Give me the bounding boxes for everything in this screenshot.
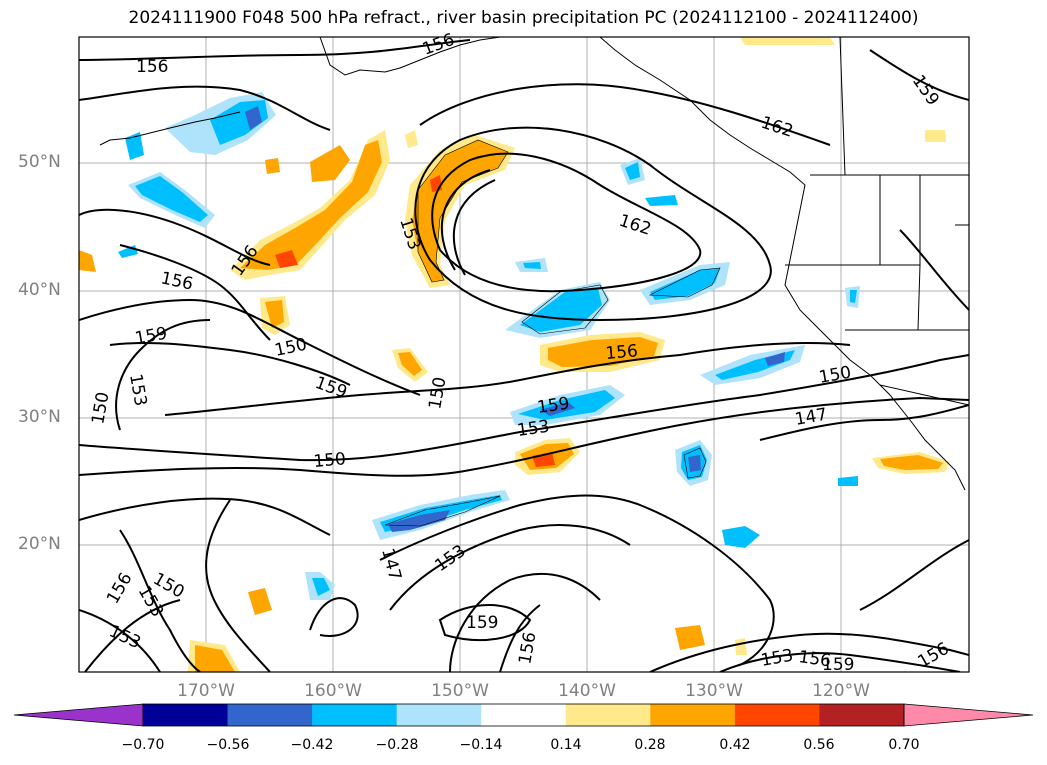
contour-label-layer: 156 156 162 159 162 153 156 156 159 150 …: [88, 30, 952, 675]
colorbar: [13, 703, 1034, 727]
contour-label: 156: [136, 57, 168, 77]
colorbar-segment: [565, 704, 651, 726]
lon-label: 140°W: [558, 681, 616, 701]
colorbar-segment: [227, 704, 313, 726]
negative-pc-shading: [118, 92, 860, 600]
colorbar-under-arrow: [13, 703, 144, 727]
map-title: 2024111900 F048 500 hPa refract., river …: [128, 8, 919, 28]
colorbar-tick-label: −0.28: [375, 737, 419, 753]
colorbar-tick-label: −0.14: [459, 737, 503, 753]
contour-label: 156: [605, 341, 639, 364]
colorbar-segment: [143, 704, 229, 726]
colorbar-over-arrow: [903, 703, 1034, 727]
colorbar-segment: [481, 704, 567, 726]
colorbar-segment: [650, 704, 736, 726]
colorbar-tick-label: −0.56: [206, 737, 250, 753]
refractivity-contours: [79, 39, 969, 672]
contour-label: 159: [466, 613, 498, 633]
shading-outlines: [384, 139, 721, 527]
colorbar-segment: [819, 704, 905, 726]
colorbar-tick-label: 0.14: [550, 737, 582, 753]
contour-label: 159: [536, 394, 571, 418]
lat-label: 20°N: [18, 534, 61, 554]
colorbar-tick-label: −0.70: [121, 737, 165, 753]
contour-label: 153: [516, 417, 551, 441]
colorbar-tick-label: 0.70: [888, 737, 920, 753]
lon-label: 150°W: [431, 681, 489, 701]
lon-label: 130°W: [685, 681, 743, 701]
colorbar-segment: [312, 704, 398, 726]
positive-pc-shading: [79, 37, 950, 672]
colorbar-tick-label: 0.56: [803, 737, 835, 753]
lon-label: 120°W: [812, 681, 870, 701]
colorbar-tick-label: 0.28: [634, 737, 666, 753]
lat-label: 30°N: [18, 407, 61, 427]
lon-label: 160°W: [304, 681, 362, 701]
colorbar-tick-label: 0.42: [719, 737, 751, 753]
colorbar-segment: [734, 704, 820, 726]
contour-label: 159: [822, 655, 854, 675]
lat-label: 50°N: [18, 152, 61, 172]
colorbar-segment: [396, 704, 482, 726]
colorbar-tick-label: −0.42: [290, 737, 334, 753]
coastlines: [99, 37, 969, 491]
contour-label: 150: [313, 449, 347, 472]
contour-label: 156: [797, 647, 832, 671]
map-frame: [78, 36, 970, 673]
graticule: [79, 37, 969, 672]
lat-label: 40°N: [18, 280, 61, 300]
lon-label: 170°W: [177, 681, 235, 701]
